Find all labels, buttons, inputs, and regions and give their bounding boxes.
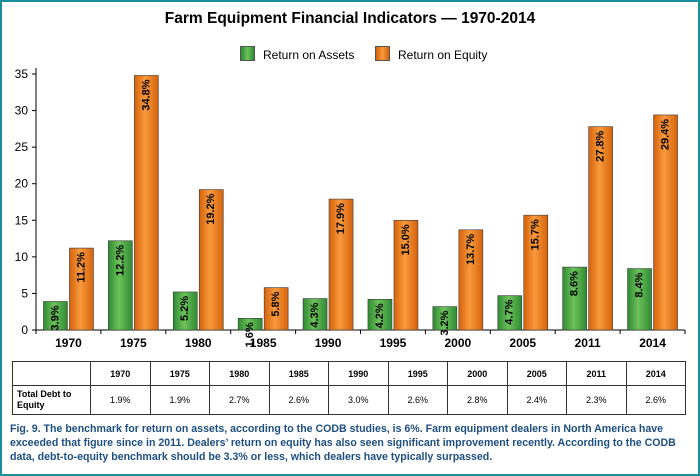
assets-bar — [562, 266, 587, 331]
data-label: 8.4% — [634, 272, 646, 297]
table-header-cell: 1970 — [90, 361, 151, 386]
legend-swatch-assets — [240, 46, 255, 61]
equity-bar — [393, 219, 419, 331]
x-tick-label: 1995 — [380, 336, 407, 350]
data-label: 27.8% — [595, 130, 607, 161]
table-cell: 1.9% — [90, 385, 151, 415]
assets-bar — [302, 298, 328, 331]
equity-bar — [523, 214, 549, 331]
table-cell: 2.6% — [268, 385, 329, 415]
data-label: 8.6% — [569, 271, 581, 296]
equity-bar — [69, 247, 94, 331]
table-header-row: 1970 1975 1980 1985 1990 1995 2000 2005 … — [12, 361, 686, 386]
table-header-cell: 1995 — [387, 361, 448, 386]
y-tick-label: 0 — [21, 323, 28, 337]
data-label: 1.6% — [244, 322, 256, 347]
table-header-cell: 1985 — [268, 361, 329, 386]
table-corner-cell — [12, 361, 91, 386]
assets-bar — [172, 291, 198, 331]
x-tick-label: 1970 — [55, 336, 82, 350]
data-label: 19.2% — [205, 193, 217, 224]
y-tick-label: 25 — [15, 140, 29, 154]
x-tick-label: 1990 — [315, 336, 342, 350]
table-row-label: Total Debt to Equity — [12, 385, 91, 415]
legend-swatch-equity — [375, 46, 390, 61]
data-label: 13.7% — [465, 234, 477, 265]
x-tick-label: 2000 — [444, 336, 471, 350]
y-tick-label: 10 — [15, 250, 29, 264]
data-label: 17.9% — [335, 203, 347, 234]
table-cell: 2.7% — [209, 385, 270, 415]
chart-title: Farm Equipment Financial Indicators — 19… — [164, 10, 536, 27]
assets-bar — [43, 301, 68, 331]
x-tick-label: 2005 — [509, 336, 536, 350]
legend-label-equity: Return on Equity — [398, 48, 488, 62]
equity-bar — [588, 126, 613, 331]
equity-bar — [198, 189, 224, 331]
table-cell: 2.3% — [566, 385, 627, 415]
table-cell: 2.6% — [387, 385, 448, 415]
data-label: 15.0% — [400, 224, 412, 255]
data-label: 4.2% — [374, 303, 386, 328]
data-label: 4.7% — [504, 299, 516, 324]
x-tick-label: 1980 — [185, 336, 212, 350]
equity-bar — [458, 229, 484, 331]
table-header-cell: 2011 — [566, 361, 627, 386]
assets-bar — [108, 240, 133, 331]
data-label: 34.8% — [140, 79, 152, 110]
figure-caption: Fig. 9. The benchmark for return on asse… — [10, 423, 676, 463]
bar-chart: 0 5 10 15 20 25 30 35 1970 3.9% 11.2% 1975 12.2% 34.… — [15, 67, 686, 350]
y-tick-label: 15 — [15, 213, 29, 227]
legend-item-return-on-assets: Return on Assets — [240, 46, 354, 62]
x-tick-label: 2011 — [575, 336, 601, 350]
table-header-cell: 1975 — [149, 361, 210, 386]
equity-bar — [134, 75, 159, 331]
table-cell: 2.4% — [506, 385, 567, 415]
chart-bars — [43, 75, 678, 331]
x-tick-label: 2014 — [639, 336, 666, 350]
data-label: 29.4% — [660, 119, 672, 150]
x-tick-label: 1985 — [250, 336, 277, 350]
chart-labels: 1970 3.9% 11.2% 1975 12.2% 34.8% 1980 5.2% 19.2%… — [49, 79, 671, 350]
assets-bar — [497, 295, 523, 331]
table-header-cell: 1990 — [328, 361, 389, 386]
x-tick-label: 1975 — [120, 336, 147, 350]
debt-to-equity-table: 1970 1975 1980 1985 1990 1995 2000 2005 … — [12, 361, 686, 415]
data-label: 5.8% — [270, 291, 282, 316]
y-tick-label: 30 — [15, 104, 29, 118]
equity-bar — [263, 287, 289, 331]
legend-item-return-on-equity: Return on Equity — [375, 46, 487, 62]
equity-bar — [328, 198, 354, 331]
data-label: 5.2% — [179, 296, 191, 321]
table-cell: 2.6% — [625, 385, 686, 415]
assets-bar — [237, 317, 263, 331]
assets-bar — [367, 298, 393, 331]
table-header-cell: 2014 — [625, 361, 686, 386]
equity-bar — [653, 114, 678, 331]
assets-bar — [627, 268, 652, 331]
table-cell: 1.9% — [149, 385, 210, 415]
y-tick-label: 20 — [15, 177, 29, 191]
table-cell: 3.0% — [328, 385, 389, 415]
data-label: 3.9% — [49, 305, 61, 330]
y-tick-label: 35 — [15, 67, 29, 81]
table-header-cell: 2000 — [447, 361, 508, 386]
table-cell: 2.8% — [447, 385, 508, 415]
table-header-cell: 2005 — [506, 361, 567, 386]
legend-label-assets: Return on Assets — [263, 48, 355, 62]
table-header-cell: 1980 — [209, 361, 270, 386]
y-tick-label: 5 — [21, 286, 28, 300]
data-label: 3.2% — [439, 310, 451, 335]
assets-bar — [432, 306, 458, 331]
data-label: 12.2% — [114, 245, 126, 276]
data-label: 15.7% — [530, 219, 542, 250]
table-row: Total Debt to Equity 1.9% 1.9% 2.7% 2.6%… — [12, 385, 686, 415]
data-label: 4.3% — [309, 302, 321, 327]
data-label: 11.2% — [75, 252, 87, 283]
